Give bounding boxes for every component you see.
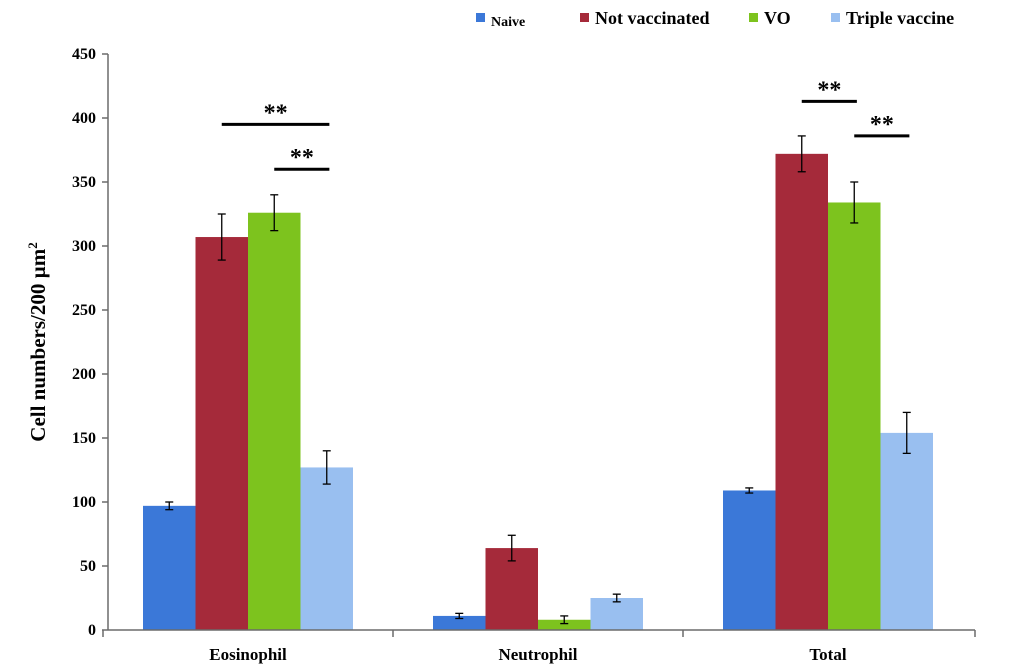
y-tick-label: 50	[80, 558, 96, 575]
x-category-label: Neutrophil	[498, 645, 577, 664]
legend-entry: Naive	[491, 15, 525, 30]
y-tick-label: 300	[72, 238, 96, 255]
bar	[143, 505, 196, 630]
bar	[723, 490, 776, 630]
legend: Naive Not vaccinated VO Triple vaccine	[476, 8, 954, 30]
bar	[775, 153, 828, 630]
bar	[195, 237, 248, 631]
bar	[248, 212, 301, 630]
legend-entry: Triple vaccine	[846, 8, 954, 28]
legend-swatch	[580, 13, 589, 22]
y-axis: 0 50 100 150 200 250 300 350 400 450	[72, 46, 109, 639]
legend-entry: VO	[764, 8, 791, 28]
significance-label: **	[290, 145, 314, 171]
bar	[433, 615, 486, 630]
y-axis-label-superscript: 2	[25, 242, 40, 249]
y-tick-label: 150	[72, 430, 96, 447]
bar	[828, 202, 881, 631]
bar	[538, 619, 591, 630]
y-tick-label: 450	[72, 46, 96, 63]
x-axis: Eosinophil Neutrophil Total	[102, 629, 976, 664]
legend-swatch	[831, 13, 840, 22]
legend-swatch	[476, 13, 485, 22]
legend-swatch	[749, 13, 758, 22]
y-tick-label: 200	[72, 366, 96, 383]
y-tick-label: 400	[72, 110, 96, 127]
y-tick-label: 0	[88, 622, 96, 639]
y-tick-label: 250	[72, 302, 96, 319]
y-tick-label: 100	[72, 494, 96, 511]
bar	[590, 598, 643, 630]
x-category-label: Eosinophil	[209, 645, 287, 664]
y-tick-label: 350	[72, 174, 96, 191]
x-category-label: Total	[809, 645, 846, 664]
significance-label: **	[817, 77, 841, 103]
significance-annotations: ********	[221, 77, 910, 171]
error-bars	[165, 135, 911, 625]
legend-entry: Not vaccinated	[595, 8, 709, 28]
bar	[485, 548, 538, 630]
significance-label: **	[870, 112, 894, 138]
bar	[880, 432, 933, 630]
bar	[300, 467, 353, 630]
y-axis-label: Cell numbers/200 µm2	[25, 242, 50, 441]
bars	[143, 153, 933, 631]
significance-label: **	[264, 100, 288, 126]
